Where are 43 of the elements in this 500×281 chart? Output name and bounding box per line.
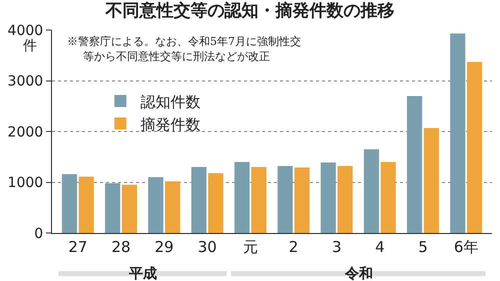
x-tick-label: 6年 xyxy=(454,238,478,256)
y-tick-label: 3000 xyxy=(8,74,44,90)
x-tick-label: 元 xyxy=(242,238,258,256)
x-tick-label: 3 xyxy=(332,238,342,256)
y-axis-title: 件 xyxy=(23,38,37,54)
bar xyxy=(364,149,379,233)
bar xyxy=(466,62,482,233)
bar xyxy=(294,168,310,233)
bar xyxy=(424,128,439,233)
bar xyxy=(78,176,94,233)
legend-label: 摘発件数 xyxy=(140,115,200,134)
x-tick-label: 30 xyxy=(198,238,217,256)
chart-title: 不同意性交等の認知・摘発件数の推移 xyxy=(104,1,394,22)
bar xyxy=(278,166,293,233)
text: 平成 xyxy=(128,266,157,281)
x-tick-label: 5 xyxy=(418,238,428,256)
legend-label: 認知件数 xyxy=(140,92,200,111)
bar xyxy=(105,183,120,233)
x-tick-label: 27 xyxy=(68,238,88,256)
x-tick-label: 2 xyxy=(288,238,298,256)
bar xyxy=(407,96,422,233)
bar xyxy=(165,181,180,233)
bar xyxy=(234,162,250,233)
y-tick-label: 1000 xyxy=(8,175,44,192)
bar xyxy=(251,167,266,233)
bar xyxy=(320,162,336,233)
bar xyxy=(208,173,224,233)
x-tick-label: 29 xyxy=(154,238,174,256)
y-tick-label: 2000 xyxy=(8,124,44,140)
bar xyxy=(62,174,78,233)
bar xyxy=(148,177,164,233)
bar xyxy=(338,166,353,233)
annotation: 等から不同意性交等に刑法などが改正 xyxy=(83,50,270,63)
x-tick-label: 4 xyxy=(375,238,385,256)
bar xyxy=(450,34,466,233)
y-tick-label: 0 xyxy=(34,226,44,242)
bar xyxy=(191,167,206,233)
y-tick-label: 4000 xyxy=(8,22,44,39)
bar xyxy=(380,162,396,233)
x-tick-label: 28 xyxy=(111,238,131,256)
text: 令和 xyxy=(344,266,373,281)
annotation: ※警察庁による。なお、令和5年7月に強制性交 xyxy=(67,35,301,48)
bar xyxy=(122,184,137,233)
